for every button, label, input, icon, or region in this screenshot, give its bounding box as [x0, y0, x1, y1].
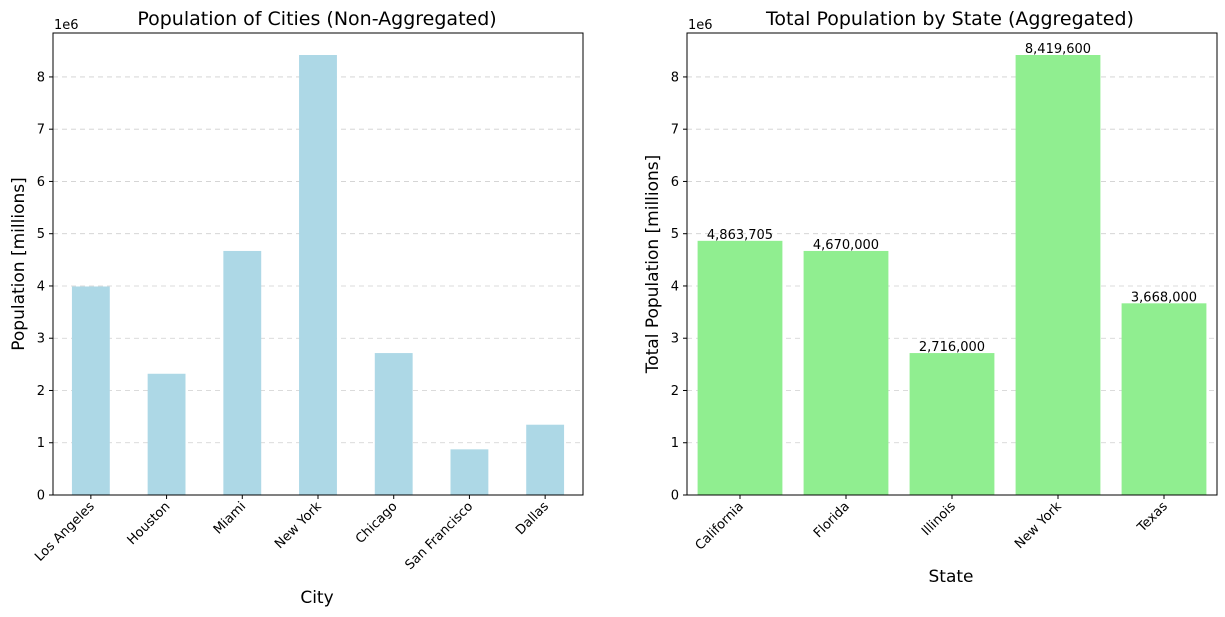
- y-tick-label: 4: [37, 279, 45, 294]
- bar: [374, 353, 413, 495]
- bar: [299, 55, 337, 495]
- x-tick-label: San Francisco: [402, 499, 476, 573]
- bar: [71, 286, 110, 495]
- y-tick-label: 7: [671, 123, 679, 138]
- bar: [223, 250, 262, 495]
- x-tick-label: Texas: [1134, 499, 1171, 536]
- data-label: 4,863,705: [707, 228, 773, 243]
- y-tick-label: 8: [37, 70, 45, 85]
- y-axis-label: Total Population [millions]: [643, 155, 663, 375]
- y-tick-label: 0: [37, 489, 45, 504]
- bar: [1121, 303, 1207, 495]
- city-population-chart: Population of Cities (Non-Aggregated) 1e…: [9, 8, 584, 608]
- x-tick-label: Illinois: [919, 499, 959, 539]
- bar: [1015, 55, 1101, 495]
- x-tick-label: California: [693, 499, 747, 553]
- y-tick-label: 2: [671, 384, 679, 399]
- y-tick-label: 6: [671, 175, 679, 190]
- x-tick-label: Los Angeles: [32, 499, 98, 565]
- y-tick-label: 5: [671, 227, 679, 242]
- bar: [697, 240, 783, 495]
- y-tick-label: 6: [37, 175, 45, 190]
- y-tick-label: 3: [671, 332, 679, 347]
- x-axis-label: City: [300, 588, 333, 608]
- y-tick-label: 4: [671, 279, 679, 294]
- x-tick-label: New York: [1012, 499, 1065, 552]
- bar: [147, 373, 186, 495]
- x-tick-label: New York: [272, 499, 325, 552]
- bar: [909, 353, 995, 495]
- chart-title: Total Population by State (Aggregated): [765, 8, 1134, 30]
- data-label: 3,668,000: [1131, 290, 1197, 305]
- y-tick-label: 1: [671, 436, 679, 451]
- y-offset-text: 1e6: [54, 18, 79, 33]
- y-tick-label: 5: [37, 227, 45, 242]
- chart-title: Population of Cities (Non-Aggregated): [137, 8, 496, 30]
- x-tick-label: Houston: [125, 499, 174, 548]
- y-tick-label: 3: [37, 332, 45, 347]
- bar: [450, 449, 489, 495]
- y-tick-label: 7: [37, 123, 45, 138]
- x-tick-label: Miami: [211, 499, 249, 537]
- state-population-chart: Total Population by State (Aggregated) 1…: [643, 8, 1218, 587]
- y-tick-label: 2: [37, 384, 45, 399]
- data-label: 8,419,600: [1025, 42, 1091, 57]
- y-tick-label: 1: [37, 436, 45, 451]
- y-offset-text: 1e6: [688, 18, 713, 33]
- data-label: 4,670,000: [813, 238, 879, 253]
- x-axis-label: State: [929, 567, 974, 587]
- y-tick-label: 0: [671, 489, 679, 504]
- bar: [803, 250, 889, 495]
- x-tick-label: Chicago: [353, 499, 401, 547]
- x-tick-label: Florida: [811, 499, 853, 541]
- y-axis-label: Population [millions]: [9, 177, 29, 350]
- bar: [526, 424, 565, 495]
- y-tick-label: 8: [671, 70, 679, 85]
- x-tick-label: Dallas: [513, 499, 552, 538]
- data-label: 2,716,000: [919, 340, 985, 355]
